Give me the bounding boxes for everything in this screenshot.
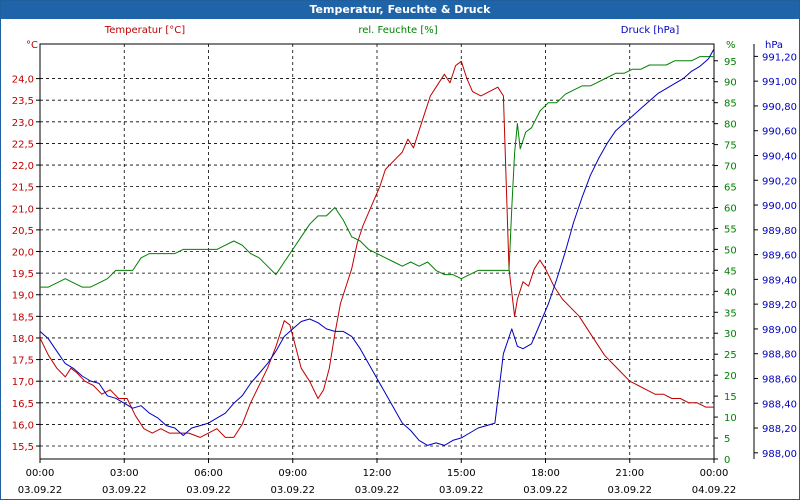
pressure-tick-label: 990,00: [762, 201, 797, 212]
humidity-tick-label: 25: [724, 350, 737, 361]
grid-lines: [39, 44, 715, 459]
pressure-tick-label: 989,80: [762, 226, 797, 237]
date-tick-label: 03.09.22: [607, 485, 652, 496]
pressure-axis-title: Druck [hPa]: [621, 25, 680, 36]
date-tick-label: 03.09.22: [355, 485, 400, 496]
temperature-tick-label: 22,5: [12, 139, 34, 150]
time-tick-label: 00:00: [26, 468, 55, 479]
temperature-tick-label: 23,5: [12, 96, 34, 107]
pressure-tick-label: 990,60: [762, 127, 797, 138]
pressure-tick-label: 991,00: [762, 77, 797, 88]
temperature-tick-label: 22,0: [12, 161, 34, 172]
humidity-tick-label: 30: [724, 329, 737, 340]
humidity-tick-label: 45: [724, 266, 737, 277]
pressure-tick-label: 991,20: [762, 52, 797, 63]
date-tick-label: 03.09.22: [186, 485, 231, 496]
time-tick-label: 15:00: [447, 468, 476, 479]
humidity-tick-label: 35: [724, 308, 737, 319]
time-tick-label: 00:00: [700, 468, 729, 479]
humidity-tick-label: 75: [724, 141, 737, 152]
temperature-tick-label: 24,0: [12, 75, 34, 86]
humidity-tick-label: 65: [724, 183, 737, 194]
temperature-tick-label: 15,5: [12, 442, 34, 453]
humidity-tick-label: 5: [724, 434, 730, 445]
date-tick-label: 03.09.22: [439, 485, 484, 496]
temperature-tick-label: 16,0: [12, 420, 34, 431]
pressure-tick-label: 989,20: [762, 300, 797, 311]
temperature-tick-label: 20,5: [12, 226, 34, 237]
temperature-tick-label: 19,5: [12, 269, 34, 280]
humidity-axis: 0 5 10 15 20 25 30 35 40 45 50 55 60 65 70 75 80 85 90 95: [713, 44, 737, 466]
temperature-tick-label: 17,0: [12, 377, 34, 388]
pressure-unit-label: hPa: [765, 40, 783, 51]
pressure-axis: 988,00 988,20 988,40 988,60 988,80 989,00 989,…: [753, 44, 797, 460]
time-tick-label: 03:00: [110, 468, 139, 479]
humidity-tick-label: 20: [724, 371, 737, 382]
pressure-tick-label: 990,40: [762, 151, 797, 162]
chart-title: Temperatur, Feuchte & Druck: [1, 1, 799, 19]
temperature-axis: 15,5 16,0 16,5 17,0 17,5 18,0 18,5 19,0 19,5 20,0…: [12, 75, 40, 453]
temperature-line: [39, 60, 714, 438]
humidity-tick-label: 50: [724, 245, 737, 256]
temperature-tick-label: 18,0: [12, 334, 34, 345]
temperature-tick-label: 16,5: [12, 399, 34, 410]
temperature-unit-label: °C: [26, 40, 38, 51]
humidity-tick-label: 85: [724, 99, 737, 110]
humidity-tick-label: 60: [724, 203, 737, 214]
pressure-tick-label: 989,60: [762, 251, 797, 262]
humidity-unit-label: %: [726, 40, 736, 51]
time-tick-label: 06:00: [194, 468, 223, 479]
time-tick-label: 18:00: [531, 468, 560, 479]
temperature-tick-label: 19,0: [12, 291, 34, 302]
humidity-axis-title: rel. Feuchte [%]: [358, 25, 437, 36]
humidity-tick-label: 80: [724, 120, 737, 131]
date-tick-label: 03.09.22: [102, 485, 147, 496]
humidity-tick-label: 95: [724, 57, 737, 68]
pressure-tick-label: 988,60: [762, 374, 797, 385]
humidity-tick-label: 70: [724, 162, 737, 173]
humidity-tick-label: 10: [724, 413, 737, 424]
temperature-tick-label: 21,5: [12, 183, 34, 194]
series-lines: [39, 48, 715, 446]
date-tick-label: 03.09.22: [270, 485, 315, 496]
humidity-line: [40, 56, 714, 288]
pressure-tick-label: 989,00: [762, 325, 797, 336]
pressure-tick-label: 990,80: [762, 102, 797, 113]
date-tick-label: 04.09.22: [692, 485, 737, 496]
pressure-tick-label: 988,80: [762, 350, 797, 361]
date-tick-label: 03.09.22: [18, 485, 63, 496]
temperature-axis-title: Temperatur [°C]: [104, 25, 185, 36]
pressure-tick-label: 988,00: [762, 449, 797, 460]
pressure-tick-label: 989,40: [762, 275, 797, 286]
pressure-tick-label: 990,20: [762, 176, 797, 187]
pressure-line: [39, 48, 715, 446]
humidity-tick-label: 40: [724, 287, 737, 298]
date-tick-label: 03.09.22: [523, 485, 568, 496]
temperature-tick-label: 21,0: [12, 204, 34, 215]
humidity-tick-label: 90: [724, 78, 737, 89]
time-tick-label: 09:00: [278, 468, 307, 479]
time-tick-label: 12:00: [363, 468, 392, 479]
temperature-tick-label: 23,0: [12, 118, 34, 129]
pressure-tick-label: 988,40: [762, 399, 797, 410]
humidity-tick-label: 15: [724, 392, 737, 403]
pressure-tick-label: 988,20: [762, 424, 797, 435]
humidity-tick-label: 0: [724, 455, 730, 466]
time-axis: 00:00 03.09.22 03:00 03.09.22 06:00 03.09.22 0…: [18, 459, 737, 496]
temperature-tick-label: 18,5: [12, 312, 34, 323]
humidity-tick-label: 55: [724, 224, 737, 235]
temperature-tick-label: 17,5: [12, 356, 34, 367]
time-tick-label: 21:00: [615, 468, 644, 479]
temperature-tick-label: 20,0: [12, 248, 34, 259]
